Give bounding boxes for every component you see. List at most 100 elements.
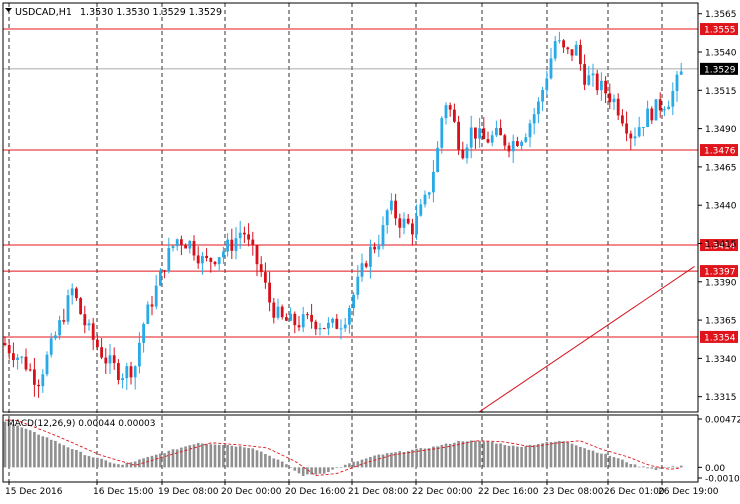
candle-bear (79, 298, 82, 315)
dropdown-triangle-icon[interactable] (5, 8, 12, 12)
macd-histogram-bar (478, 440, 481, 468)
candle-bear (474, 127, 477, 139)
macd-histogram-bar (104, 460, 108, 468)
macd-histogram-bar (33, 431, 36, 468)
macd-axis-label: -0.00104 (705, 475, 740, 485)
macd-histogram-bar (658, 467, 662, 469)
candle-bull (415, 215, 418, 235)
macd-histogram-bar (436, 446, 439, 468)
candle-bear (621, 115, 624, 124)
candle-bull (87, 323, 91, 326)
macd-histogram-bar (259, 451, 263, 468)
horizontal-levels: 1.3555 1.3476 1.3414 1.3397 1.3354 1.3529 (3, 23, 738, 343)
y-tick-label: 1.3565 (705, 10, 737, 20)
candle-bear (75, 288, 78, 299)
candle-bull (541, 89, 544, 102)
candle-bull (381, 225, 385, 247)
macd-histogram-bar (503, 445, 507, 468)
x-tick-label: 21 Dec 08:00 (348, 487, 409, 497)
candle-bull (679, 71, 683, 75)
candle-bear (461, 149, 465, 159)
macd-histogram-bar (238, 446, 242, 468)
candle-bear (583, 64, 586, 85)
candle-bull (16, 357, 19, 360)
macd-histogram-bar (377, 454, 381, 468)
level-price-label: 1.3414 (704, 242, 736, 252)
candle-bear (364, 263, 368, 267)
candle-bull (356, 276, 360, 295)
candle-bear (213, 261, 217, 265)
candle-bull (520, 141, 523, 147)
candle-bull (663, 109, 666, 111)
macd-histogram-bar (188, 445, 192, 468)
candle-bear (192, 240, 196, 256)
candle-bull (545, 78, 549, 90)
candle-bull (654, 99, 658, 121)
macd-histogram-bar (495, 443, 498, 468)
macd-histogram-bar (545, 441, 549, 468)
candle-bull (331, 318, 334, 323)
candle-bull (188, 240, 192, 249)
candle-bull (377, 246, 381, 250)
candle-bear (255, 245, 259, 265)
candle-bear (264, 272, 267, 283)
macd-histogram-bar (234, 446, 238, 468)
candle-bear (150, 304, 154, 307)
candle-bear (205, 255, 208, 259)
candle-bull (70, 288, 74, 296)
macd-histogram-bar (423, 448, 427, 468)
y-tick-label: 1.3515 (705, 87, 737, 97)
macd-histogram-bar (352, 461, 355, 468)
candle-bull (20, 356, 24, 358)
macd-histogram-bar (175, 449, 179, 468)
macd-histogram-bar (671, 466, 675, 468)
macd-histogram-bar (289, 467, 292, 468)
macd-axis-label: 0.00472 (705, 416, 740, 426)
candle-bear (104, 357, 108, 364)
candle-bull (432, 171, 435, 193)
candle-bear (33, 369, 36, 385)
candle-bear (306, 314, 309, 316)
macd-histogram-bar (411, 449, 414, 468)
macd-histogram-bar (633, 464, 637, 468)
candle-bull (402, 218, 406, 228)
macd-histogram-bar (49, 439, 53, 468)
candle-bull (339, 328, 343, 330)
level-price-box (700, 265, 738, 278)
candle-bull (234, 238, 238, 251)
macd-histogram-bar (301, 467, 305, 476)
macd-histogram-bar (486, 441, 490, 468)
y-tick-label: 1.3340 (705, 355, 737, 365)
main-plot-frame (2, 2, 699, 413)
candle-bull (587, 75, 591, 85)
candle-bull (171, 246, 175, 249)
candle-bull (360, 263, 364, 277)
macd-histogram-bar (41, 436, 45, 468)
macd-histogram-bar (562, 441, 565, 468)
macd-histogram-bar (516, 446, 519, 468)
candles (3, 31, 683, 398)
macd-histogram-bar (537, 444, 540, 468)
candle-bull (553, 41, 557, 59)
candle-bull (167, 248, 171, 272)
level-price-label: 1.3354 (704, 333, 736, 343)
candle-bear (272, 302, 276, 318)
macd-histogram-bar (205, 443, 208, 468)
macd-histogram-bar (369, 456, 372, 468)
macd-histogram-bar (83, 455, 87, 468)
macd-histogram-bar (558, 440, 561, 468)
candle-bear (180, 239, 183, 246)
macd-panel (3, 419, 683, 476)
macd-histogram-bar (675, 466, 679, 468)
macd-histogram-bar (322, 467, 326, 474)
macd-plot-frame (2, 414, 699, 483)
candle-bull (591, 73, 595, 76)
candle-bull (444, 105, 448, 119)
candle-bear (486, 139, 490, 143)
macd-histogram-bar (138, 459, 141, 468)
macd-histogram-bar (264, 453, 267, 468)
macd-histogram-bar (213, 444, 217, 468)
candle-bull (175, 239, 179, 247)
x-tick-label: 20 Dec 16:00 (285, 487, 346, 497)
